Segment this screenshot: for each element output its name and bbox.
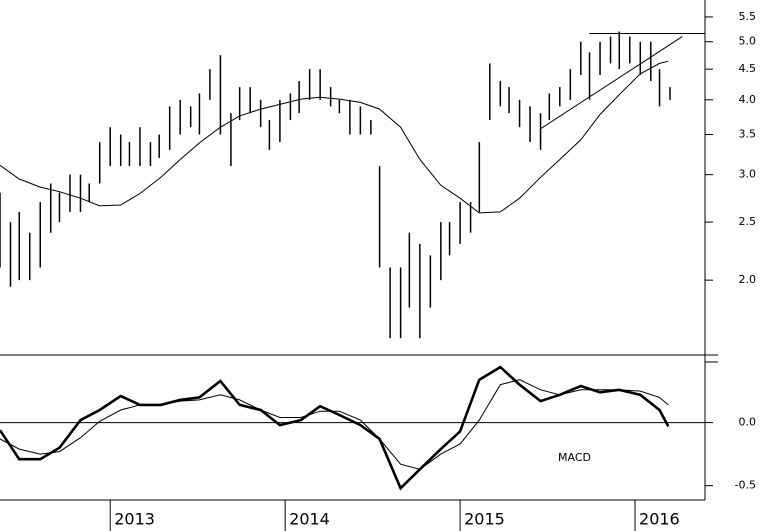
trendline (540, 36, 683, 130)
y-tick-label: 2.5 (739, 215, 757, 228)
macd-label: MACD (558, 451, 591, 464)
y-tick-label: 4.0 (739, 93, 757, 106)
y-tick-label: 5.0 (739, 35, 757, 48)
y-tick-label: 0.0 (739, 416, 757, 429)
macd-line (0, 379, 669, 470)
macd-line (0, 365, 670, 491)
x-tick-label: 2014 (289, 510, 330, 529)
y-tick-label: 5.5 (739, 10, 757, 23)
y-tick-label: 4.5 (739, 62, 757, 75)
x-tick-label: 2013 (114, 510, 155, 529)
y-tick-label: 2.0 (739, 273, 757, 286)
x-tick-label: 2016 (639, 510, 680, 529)
y-tick-label: -0.5 (735, 479, 756, 492)
x-tick-label: 2015 (464, 510, 505, 529)
moving-average (0, 60, 669, 214)
y-tick-label: 3.5 (739, 128, 757, 141)
y-tick-label: 3.0 (739, 168, 757, 181)
